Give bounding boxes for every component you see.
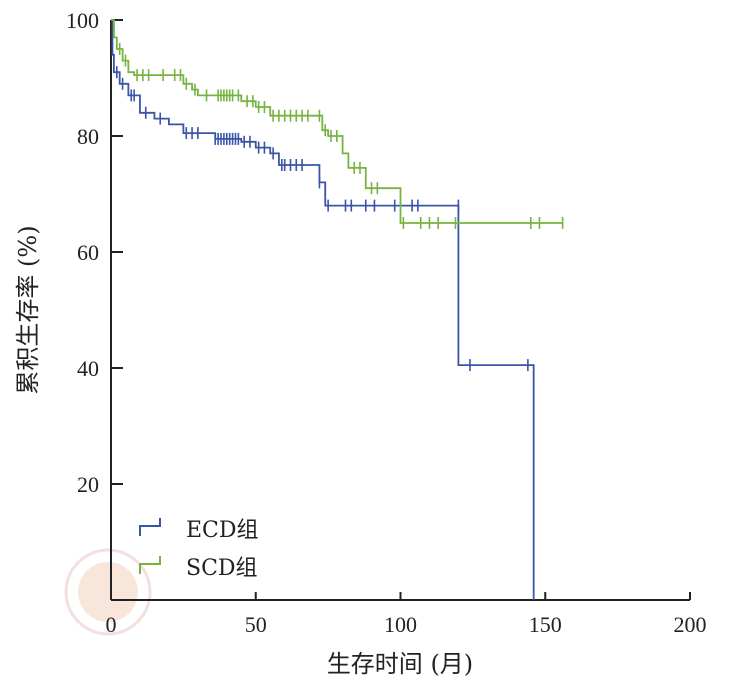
survival-curve-1 [111, 19, 563, 224]
legend: ECD组 SCD组 [139, 518, 259, 581]
legend-swatch-1 [139, 556, 161, 574]
legend-label-scd: SCD组 [186, 556, 258, 581]
legend-label-ecd: ECD组 [186, 518, 259, 543]
y-tick-label: 80 [77, 124, 99, 149]
x-axis-label: 生存时间 (月) [327, 650, 473, 678]
x-tick-label: 150 [529, 612, 562, 637]
y-axis-label: 累积生存率 (%) [14, 225, 42, 394]
x-tick-label: 100 [384, 612, 417, 637]
y-tick-label: 60 [77, 240, 99, 265]
x-tick-label: 50 [245, 612, 267, 637]
survival-curve-0 [111, 19, 535, 600]
x-tick-label: 0 [106, 612, 117, 637]
y-tick-label: 100 [66, 8, 99, 33]
y-tick-label: 40 [77, 356, 99, 381]
legend-swatch-0 [139, 518, 161, 536]
x-tick-label: 200 [674, 612, 707, 637]
y-tick-label: 20 [77, 472, 99, 497]
watermark-logo [64, 548, 152, 636]
